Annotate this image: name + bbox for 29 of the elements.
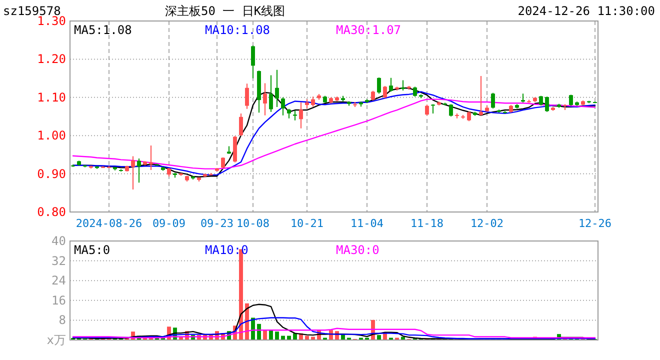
y-tick-label: 24 — [52, 274, 66, 288]
y-tick-label: 1.00 — [37, 128, 66, 143]
x-tick-label: 11-04 — [350, 217, 384, 230]
x-tick-label: 12-02 — [470, 217, 504, 230]
x-tick-label: 2024-08-26 — [76, 217, 142, 230]
x-tick-label: 10-08 — [236, 217, 270, 230]
text: 2024-12-26 11:30:00 — [518, 4, 655, 18]
y-tick-label: x万 — [46, 333, 66, 347]
x-tick-label: 09-09 — [152, 217, 186, 230]
x-tick-label: 09-23 — [200, 217, 234, 230]
x-tick-label: 11-18 — [410, 217, 444, 230]
y-tick-label: 1.10 — [37, 90, 66, 104]
x-tick-label: 10-21 — [290, 217, 324, 230]
y-tick-label: 1.20 — [37, 52, 66, 66]
y-tick-label: 16 — [52, 293, 66, 308]
y-tick-label: 0.80 — [37, 205, 66, 219]
text: MA10:1.08 — [205, 23, 270, 37]
y-tick-label: 1.30 — [37, 14, 66, 28]
x-tick-label: 12-26 — [578, 217, 612, 230]
text: MA30:0 — [336, 243, 380, 257]
y-tick-label: 0.90 — [37, 166, 66, 181]
y-tick-label: 40 — [52, 234, 66, 248]
text: MA5:1.08 — [74, 23, 132, 37]
chart-title: 深主板50 一 日K线图 — [165, 4, 286, 18]
text: MA5:0 — [74, 243, 110, 257]
text: MA30:1.07 — [336, 23, 402, 37]
y-tick-label: 32 — [52, 254, 66, 268]
text: MA10:0 — [205, 243, 248, 257]
y-tick-label: 8 — [58, 313, 66, 328]
